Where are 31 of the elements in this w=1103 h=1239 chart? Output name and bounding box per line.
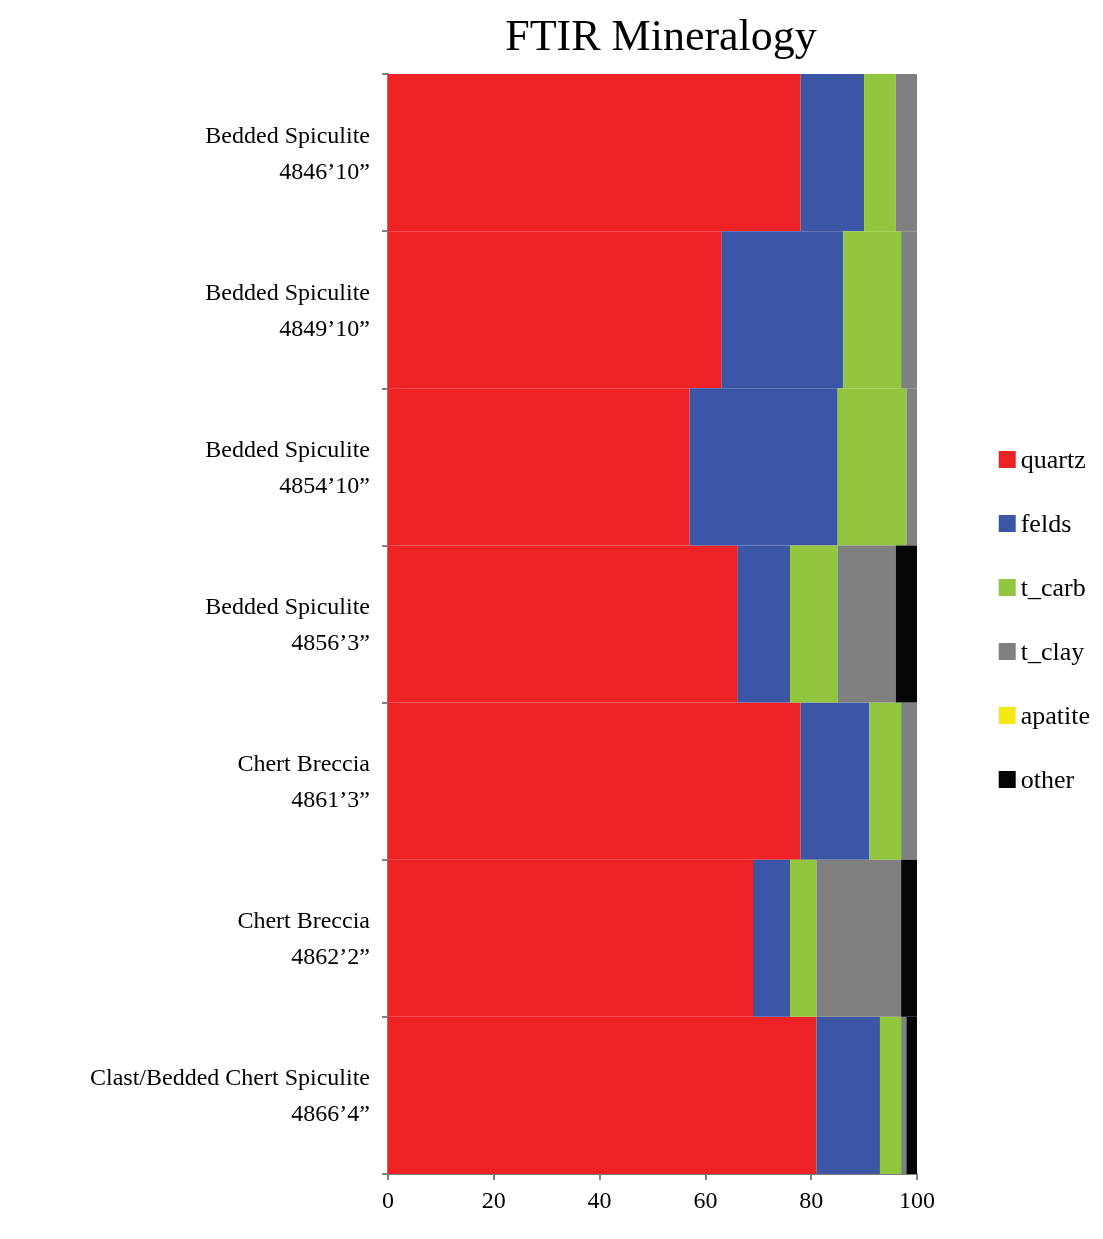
bar <box>901 702 917 860</box>
chart-title: FTIR Mineralogy <box>505 10 817 60</box>
bar <box>790 545 838 703</box>
bar <box>895 545 917 703</box>
x-tick-label: 60 <box>693 1187 718 1213</box>
y-tick-label: Chert Breccia 4861’3” <box>237 750 371 813</box>
bar <box>837 545 896 703</box>
x-tick-label: 20 <box>481 1187 506 1213</box>
y-tick-label: Bedded Spiculite 4849’10” <box>205 278 370 341</box>
legend-label: quartz <box>1020 445 1086 474</box>
bar <box>790 859 817 1017</box>
legend-label: felds <box>1020 509 1072 538</box>
legend-label: apatite <box>1020 701 1091 730</box>
bar <box>879 1016 902 1174</box>
bar <box>800 702 870 860</box>
y-tick-label: Bedded Spiculite 4846’10” <box>205 121 370 184</box>
x-tick-label: 100 <box>899 1187 935 1213</box>
y-tick-label: Chert Breccia 4862’2” <box>237 907 371 970</box>
x-tick-label: 80 <box>799 1187 824 1213</box>
bar <box>816 859 902 1017</box>
bar <box>753 859 791 1017</box>
legend-label: t_clay <box>1020 637 1085 666</box>
bar <box>816 1016 880 1174</box>
x-tick-label: 40 <box>587 1187 612 1213</box>
y-tick-label: Bedded Spiculite 4854’10” <box>205 435 370 498</box>
y-tick-label: Bedded Spiculite 4856’3” <box>205 593 370 655</box>
y-tick-label: Clast/Bedded Chert Spiculite 4866’4” <box>90 1064 370 1127</box>
bar <box>869 702 902 860</box>
legend-label: other <box>1020 765 1075 794</box>
legend-label: t_carb <box>1020 573 1086 602</box>
x-tick-label: 0 <box>382 1187 394 1213</box>
